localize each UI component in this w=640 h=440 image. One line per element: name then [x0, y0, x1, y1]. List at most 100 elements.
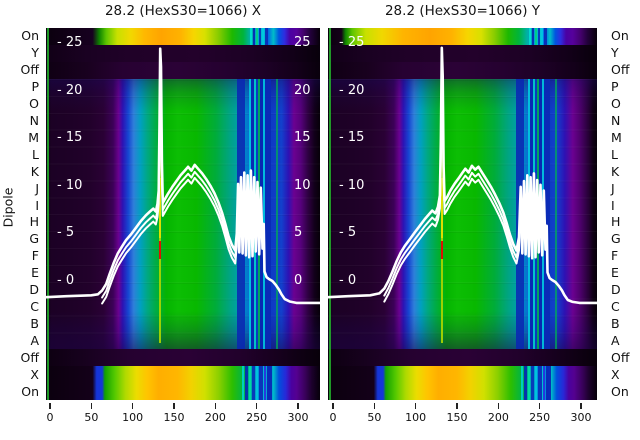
x-tick: [255, 403, 258, 409]
inner-value-tick-label-left: - 25: [57, 35, 83, 50]
x-tick: [173, 403, 175, 409]
heatmap-vline: [259, 366, 263, 400]
heatmap-vline: [242, 366, 244, 400]
heatmap-band-row-off-top: [46, 62, 320, 79]
row-label: O: [29, 96, 39, 112]
heatmap-vline: [267, 366, 272, 400]
heatmap-band-main-shade: [328, 79, 597, 349]
row-label: J: [35, 180, 39, 196]
row-label: J: [611, 180, 615, 196]
panel-x-title: 28.2 (HexS30=1066) X: [104, 3, 262, 19]
row-label: M: [28, 129, 39, 145]
heatmap-band-row-off-bottom: [328, 349, 597, 366]
inner-value-tick-label-right: 25: [294, 35, 311, 50]
row-label: Off: [611, 62, 630, 78]
row-label: I: [611, 197, 615, 213]
row-label: On: [21, 383, 39, 399]
row-label: On: [611, 383, 629, 399]
inner-value-tick-label-left: - 25: [339, 35, 365, 50]
heatmap-vline: [544, 28, 547, 45]
heatmap-vline: [441, 178, 443, 238]
x-tick: [580, 403, 582, 409]
heatmap-vline: [249, 366, 251, 400]
inner-value-tick-label-right: 0: [294, 273, 303, 288]
heatmap-vline: [276, 79, 278, 349]
row-label: Y: [611, 45, 619, 61]
row-label: X: [30, 366, 39, 382]
inner-value-tick-label-right: 15: [294, 130, 311, 146]
heatmap-vline: [538, 366, 542, 400]
x-tick-label: 50: [367, 411, 382, 424]
profile-curve: [46, 47, 320, 305]
heatmap-vline: [532, 28, 534, 45]
row-label: Y: [31, 45, 39, 61]
x-tick: [214, 403, 217, 409]
profile-curve: [328, 46, 597, 305]
heatmap-vline: [262, 28, 264, 45]
heatmap-vline: [524, 366, 527, 400]
x-tick-label: 0: [46, 411, 54, 424]
heatmap-vline: [159, 241, 161, 259]
heatmap-row-steps: [46, 79, 320, 349]
inner-value-tick-label-left: - 5: [57, 225, 75, 241]
row-label: B: [611, 315, 620, 331]
row-label: H: [611, 214, 621, 230]
row-label: B: [30, 315, 39, 331]
heatmap-vline: [259, 28, 261, 45]
row-label: P: [31, 79, 39, 95]
row-label: K: [611, 163, 620, 179]
profile-trace: [101, 60, 240, 305]
x-tick-label: 50: [84, 411, 99, 424]
x-tick: [297, 403, 299, 409]
x-tick-label: 250: [529, 411, 551, 424]
heatmap-vline: [252, 366, 255, 400]
row-label: Off: [20, 349, 39, 365]
inner-value-tick-label-left: - 10: [57, 177, 83, 193]
heatmap-vline: [538, 28, 540, 45]
x-tick-label: 200: [204, 411, 226, 424]
row-label: D: [611, 282, 621, 298]
inner-value-tick-label-left: - 20: [339, 82, 365, 98]
inner-value-tick-label-right: 10: [294, 177, 311, 193]
heatmap-band-row-off-bottom: [46, 349, 320, 366]
heatmap-band-rows-x-on-bottom: [46, 366, 320, 400]
row-label: C: [30, 299, 39, 314]
row-label: A: [30, 332, 39, 348]
heatmap-panel-y: - 25 - 20 - 15 - 10 - 5 - 0: [328, 28, 597, 400]
heatmap-vline: [263, 79, 265, 349]
x-tick-label: 100: [122, 411, 144, 424]
row-label: E: [611, 265, 619, 281]
heatmap-vline: [159, 178, 161, 238]
x-tick: [538, 403, 541, 409]
x-tick: [49, 403, 51, 409]
x-tick-label: 250: [246, 411, 268, 424]
row-labels-left: On Y Off P O N M L K J I H G F E D C B A Off X On: [0, 28, 41, 400]
row-label: D: [29, 282, 39, 298]
x-tick: [456, 403, 458, 409]
row-label: P: [611, 79, 619, 95]
heatmap-band-row-y: [46, 45, 320, 62]
profile-trace: [383, 59, 522, 303]
heatmap-vline: [256, 28, 258, 45]
heatmap-vline: [546, 366, 551, 400]
row-label: N: [29, 113, 39, 128]
heatmap-band-rows-x-on-bottom: [328, 366, 597, 400]
x-tick-label: 300: [570, 411, 592, 424]
profile-trace: [101, 54, 240, 299]
row-label: G: [611, 231, 621, 247]
row-label: Off: [20, 62, 39, 78]
inner-value-tick-label-left: - 15: [57, 130, 83, 146]
heatmap-band-main-shade: [46, 79, 320, 349]
heatmap-vline: [264, 366, 266, 400]
row-label: F: [31, 248, 39, 264]
heatmap-vline: [441, 241, 443, 259]
x-tick-label: 100: [405, 411, 427, 424]
heatmap-vline: [541, 28, 543, 45]
x-tick: [332, 403, 334, 409]
inner-value-tick-label-left: - 0: [57, 273, 75, 288]
heatmap-vline: [265, 28, 268, 45]
inner-value-tick-label-right: 20: [294, 82, 311, 98]
x-tick-label: 150: [446, 411, 468, 424]
row-label: O: [611, 96, 621, 112]
